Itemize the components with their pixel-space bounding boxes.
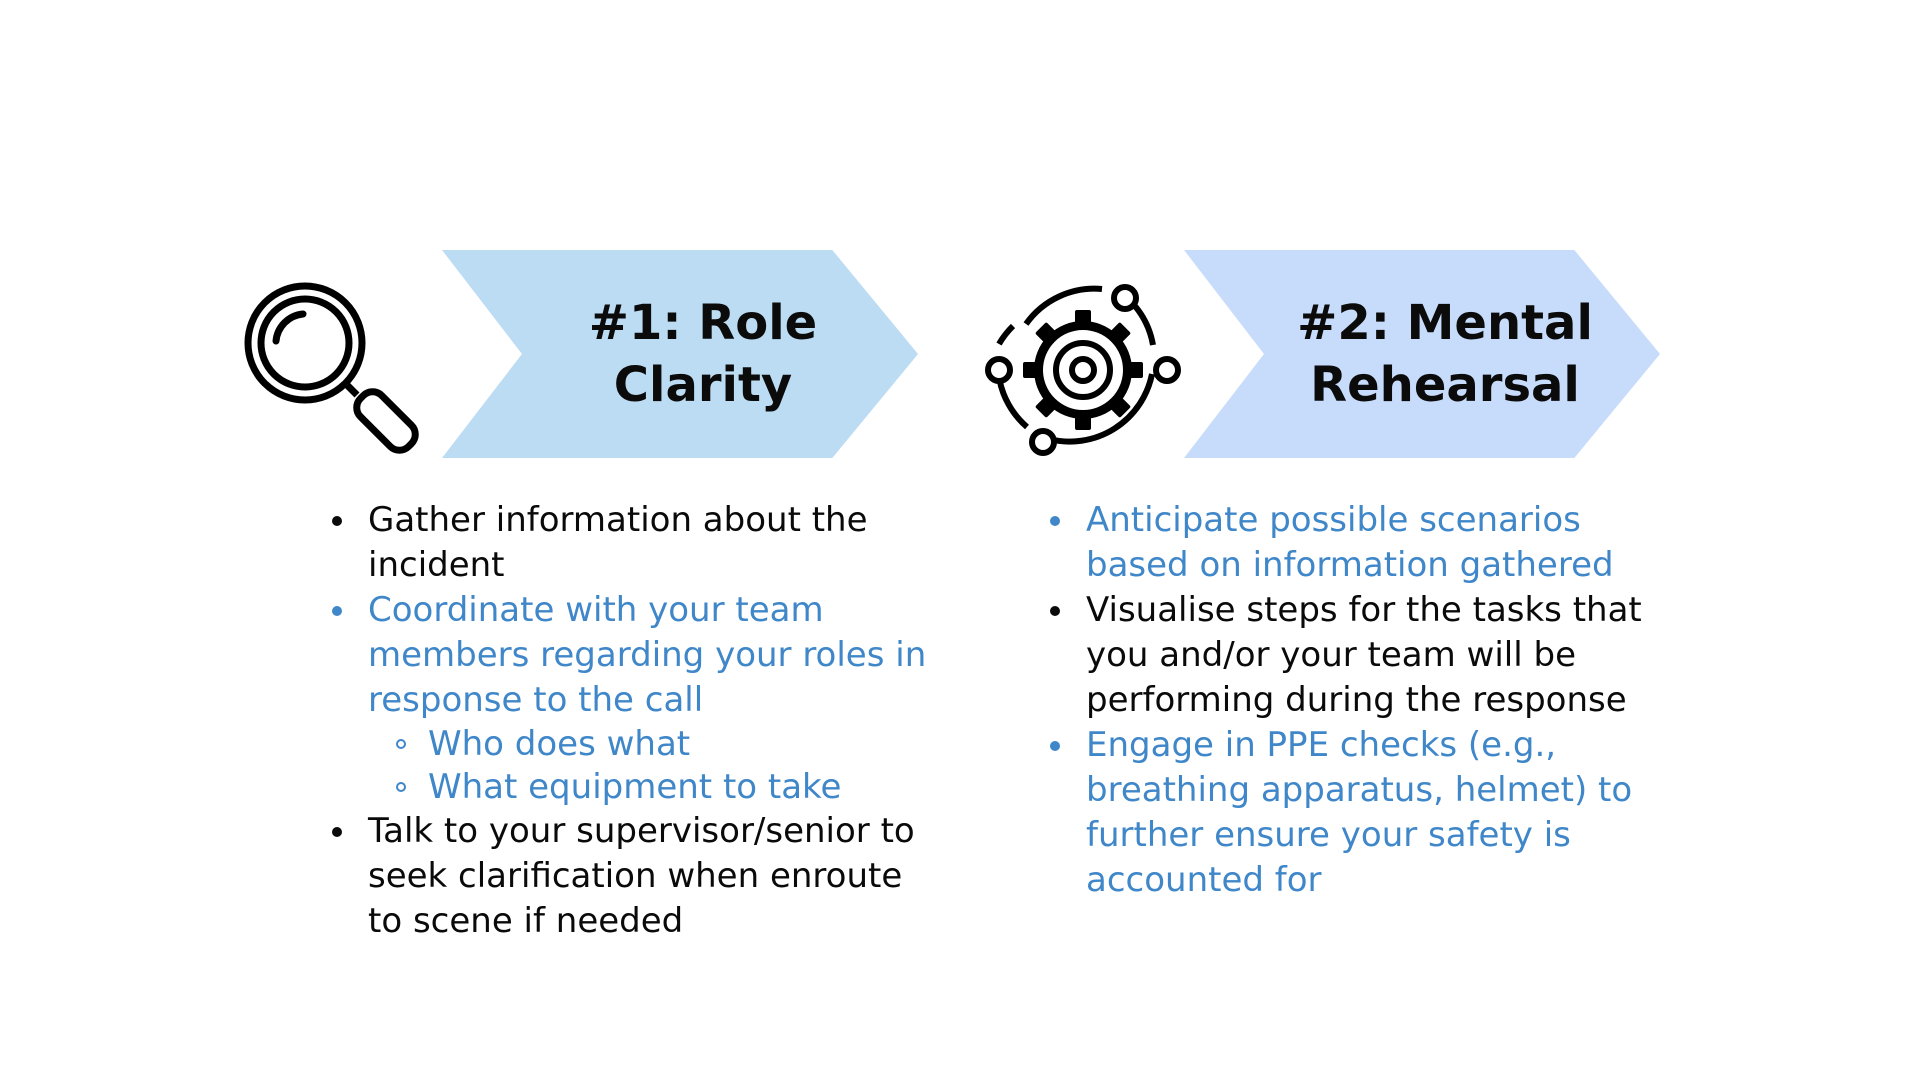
card-title: #1: Role Clarity <box>523 292 837 416</box>
card-title-line: Clarity <box>613 357 793 413</box>
role-clarity-chevron: #1: Role Clarity <box>442 250 918 458</box>
mental-rehearsal-list: Anticipate possible scenarios based on i… <box>1050 498 1670 903</box>
list-item: Coordinate with your team members regard… <box>332 588 932 809</box>
list-item-text: Coordinate with your team members regard… <box>368 590 927 720</box>
mental-rehearsal-chevron: #2: Mental Rehearsal <box>1184 250 1660 458</box>
list-item: Visualise steps for the tasks that you a… <box>1050 588 1670 723</box>
gear-orbit-icon <box>985 282 1185 462</box>
role-clarity-list: Gather information about the incident Co… <box>332 498 932 944</box>
card-title: #2: Mental Rehearsal <box>1231 292 1613 416</box>
list-item: Gather information about the incident <box>332 498 932 588</box>
list-item: Talk to your supervisor/senior to seek c… <box>332 809 932 944</box>
sub-list-item: What equipment to take <box>396 766 932 809</box>
card-title-line: #1: Role <box>588 295 818 351</box>
sub-list: Who does what What equipment to take <box>368 723 932 809</box>
sub-list-item: Who does what <box>396 723 932 766</box>
list-item: Engage in PPE checks (e.g., breathing ap… <box>1050 723 1670 903</box>
card-title-line: Rehearsal <box>1310 357 1580 413</box>
magnifier-icon <box>240 278 430 468</box>
card-title-line: #2: Mental <box>1297 295 1593 351</box>
list-item: Anticipate possible scenarios based on i… <box>1050 498 1670 588</box>
